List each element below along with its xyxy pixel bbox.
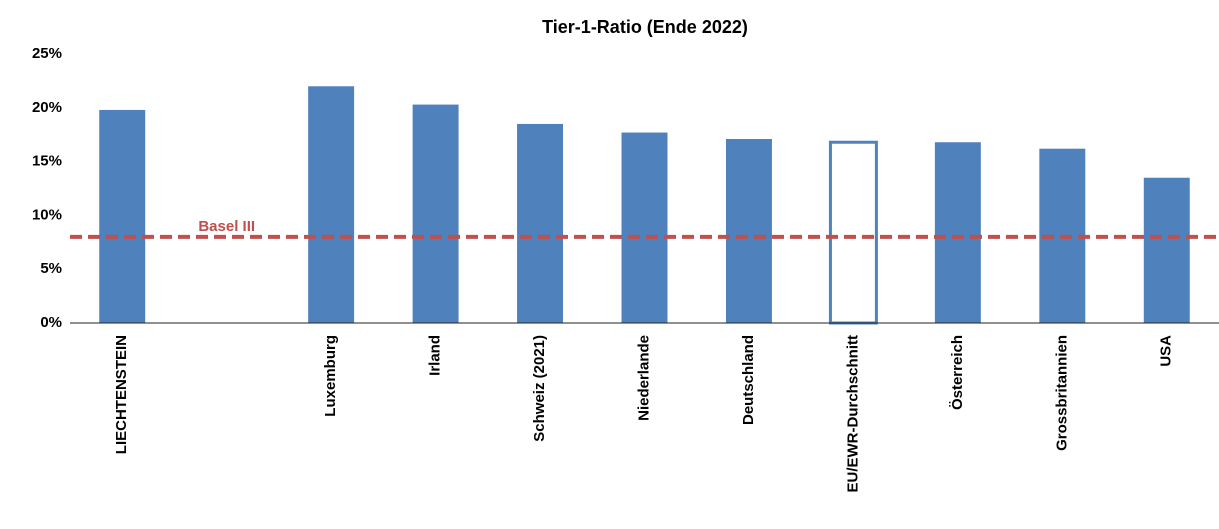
bar <box>412 104 459 324</box>
bar <box>621 132 668 323</box>
x-tick-label: Deutschland <box>740 335 757 425</box>
bar <box>725 139 772 323</box>
y-tick-label: 5% <box>40 260 62 277</box>
bar <box>934 142 981 323</box>
bar <box>308 86 355 323</box>
x-tick-label: Irland <box>427 335 444 376</box>
x-tick-label: Österreich <box>949 335 966 410</box>
y-tick-label: 0% <box>40 314 62 331</box>
x-tick-label: EU/EWR-Durchschnitt <box>844 335 861 493</box>
bar <box>517 123 564 323</box>
x-tick-label: LIECHTENSTEIN <box>113 335 130 454</box>
y-tick-label: 20% <box>32 99 62 116</box>
x-tick-label: Luxemburg <box>322 335 339 417</box>
x-tick-label: Schweiz (2021) <box>531 335 548 442</box>
bar <box>99 109 146 324</box>
bar <box>1143 177 1190 323</box>
chart-title: Tier-1-Ratio (Ende 2022) <box>542 17 748 37</box>
y-tick-label: 15% <box>32 153 62 170</box>
reference-label: Basel III <box>198 218 255 235</box>
x-tick-label: Niederlande <box>635 335 652 421</box>
y-tick-label: 25% <box>32 45 62 62</box>
x-tick-label: USA <box>1158 335 1175 367</box>
x-tick-label: Grossbritannien <box>1053 335 1070 451</box>
bar <box>828 140 878 325</box>
y-tick-label: 10% <box>32 206 62 223</box>
